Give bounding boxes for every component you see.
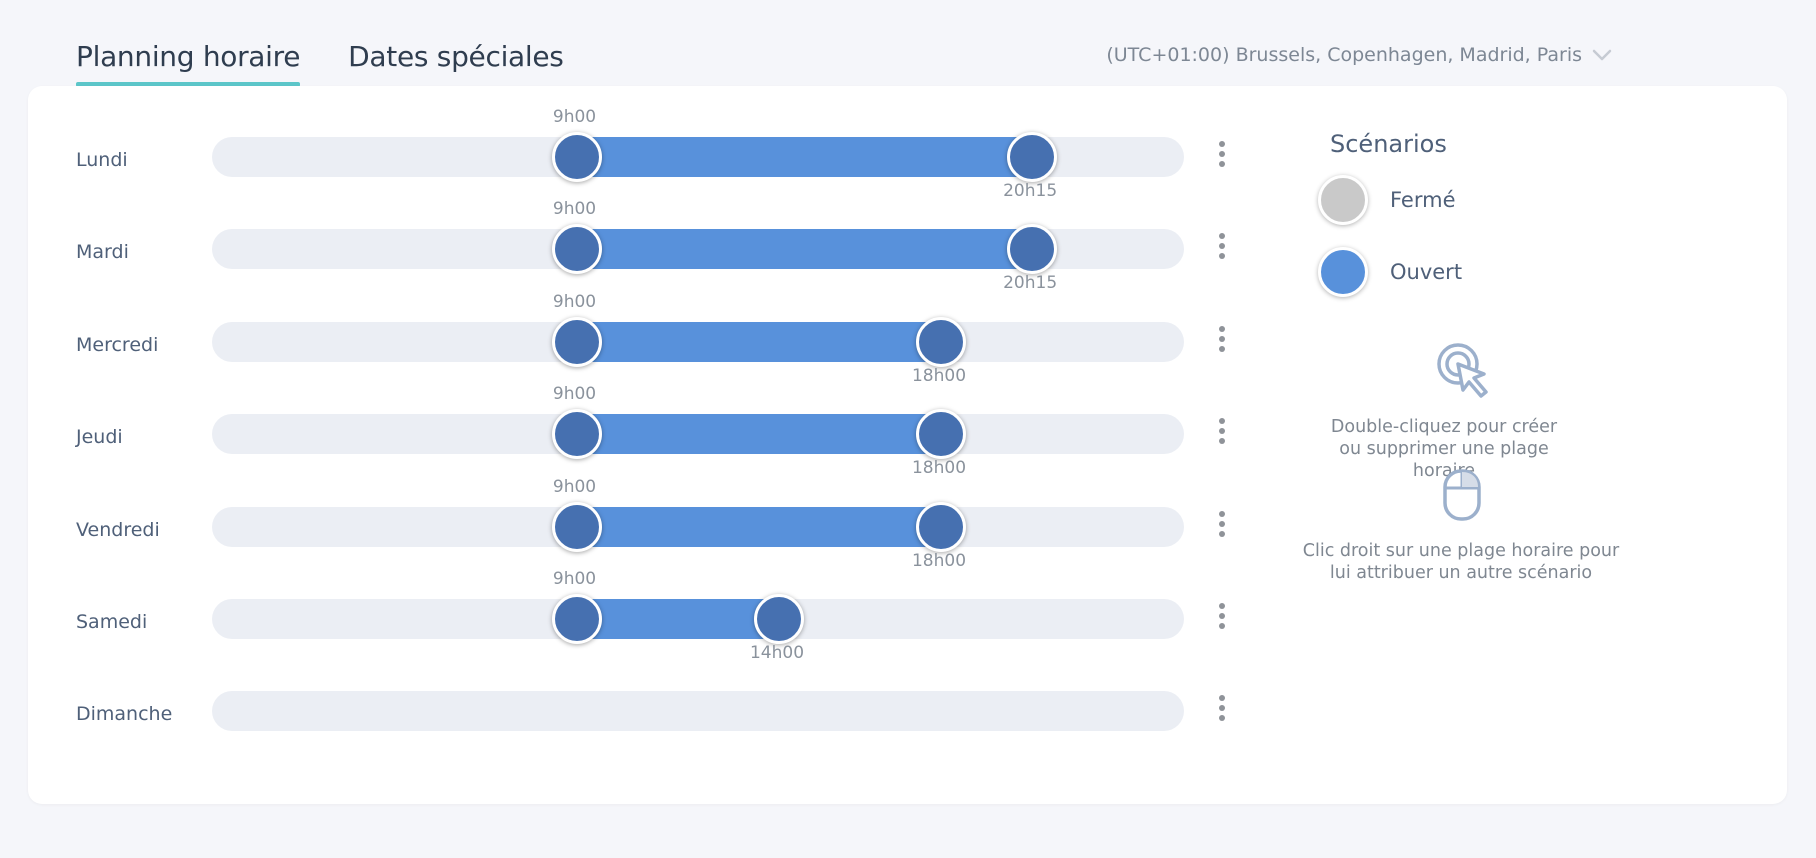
- day-row-jeudi: Jeudi 9h00 18h00: [28, 384, 1308, 486]
- time-track[interactable]: 9h00 18h00: [212, 292, 1184, 386]
- timezone-select[interactable]: (UTC+01:00) Brussels, Copenhagen, Madrid…: [1106, 44, 1612, 66]
- time-track[interactable]: 9h00 14h00: [212, 569, 1184, 663]
- scenario-ouvert[interactable]: Ouvert: [1318, 242, 1748, 302]
- more-options-icon[interactable]: [1212, 326, 1232, 358]
- day-row-samedi: Samedi 9h00 14h00: [28, 569, 1308, 671]
- time-range[interactable]: [576, 507, 941, 547]
- scenario-ferme[interactable]: Fermé: [1318, 170, 1748, 230]
- range-end-handle[interactable]: [916, 502, 966, 552]
- tab-dates-speciales[interactable]: Dates spéciales: [348, 40, 564, 73]
- day-label: Vendredi: [76, 519, 160, 541]
- more-options-icon[interactable]: [1212, 603, 1232, 635]
- range-start-handle[interactable]: [551, 132, 602, 182]
- day-row-mercredi: Mercredi 9h00 18h00: [28, 292, 1308, 394]
- time-range[interactable]: [576, 137, 1033, 177]
- range-start-handle[interactable]: [551, 317, 602, 367]
- range-end-time: 18h00: [911, 366, 967, 386]
- time-range[interactable]: [576, 229, 1033, 269]
- scenarios-title: Scénarios: [1330, 130, 1447, 158]
- range-end-handle[interactable]: [1007, 224, 1058, 274]
- day-label: Mardi: [76, 241, 129, 263]
- range-end-handle[interactable]: [916, 409, 966, 459]
- day-label: Jeudi: [76, 426, 123, 448]
- time-track[interactable]: 9h00 20h15: [212, 107, 1184, 201]
- schedule-card: Lundi 9h00 20h15 Mardi 9h00 20h15 Mercredi 9h00…: [28, 86, 1787, 804]
- range-start-time: 9h00: [552, 292, 597, 312]
- cursor-click-icon: [1437, 343, 1488, 398]
- scenario-ferme-swatch: [1318, 175, 1368, 225]
- day-row-lundi: Lundi 9h00 20h15: [28, 107, 1308, 209]
- time-track[interactable]: 9h00 18h00: [212, 384, 1184, 478]
- range-end-handle[interactable]: [754, 594, 804, 644]
- range-start-handle[interactable]: [551, 594, 602, 644]
- time-track[interactable]: [212, 691, 1184, 731]
- more-options-icon[interactable]: [1212, 418, 1232, 450]
- range-end-handle[interactable]: [916, 317, 966, 367]
- range-start-handle[interactable]: [551, 502, 602, 552]
- more-options-icon[interactable]: [1212, 141, 1232, 173]
- day-row-dimanche: Dimanche: [28, 671, 1308, 763]
- range-start-time: 9h00: [552, 107, 597, 127]
- timezone-label: (UTC+01:00) Brussels, Copenhagen, Madrid…: [1106, 44, 1582, 66]
- time-range[interactable]: [576, 414, 941, 454]
- range-start-time: 9h00: [552, 199, 597, 219]
- more-options-icon[interactable]: [1212, 233, 1232, 265]
- scenario-ouvert-swatch: [1318, 247, 1368, 297]
- range-end-handle[interactable]: [1007, 132, 1058, 182]
- range-end-time: 18h00: [911, 551, 967, 571]
- time-track[interactable]: 9h00 18h00: [212, 477, 1184, 571]
- time-track[interactable]: 9h00 20h15: [212, 199, 1184, 293]
- scenarios-panel: Scénarios Fermé Ouvert: [1318, 130, 1748, 302]
- day-label: Mercredi: [76, 334, 159, 356]
- more-options-icon[interactable]: [1212, 511, 1232, 543]
- range-end-time: 18h00: [911, 458, 967, 478]
- time-range[interactable]: [576, 599, 779, 639]
- day-label: Dimanche: [76, 703, 173, 725]
- range-end-time: 14h00: [749, 643, 805, 663]
- range-end-time: 20h15: [1003, 181, 1058, 201]
- tab-planning-horaire[interactable]: Planning horaire: [76, 36, 300, 90]
- time-range[interactable]: [576, 322, 941, 362]
- day-row-vendredi: Vendredi 9h00 18h00: [28, 477, 1308, 579]
- more-options-icon[interactable]: [1212, 695, 1232, 727]
- scenario-ferme-label: Fermé: [1390, 188, 1456, 212]
- day-row-mardi: Mardi 9h00 20h15: [28, 199, 1308, 301]
- mouse-icon: [1443, 469, 1481, 521]
- tab-bar: Planning horaire Dates spéciales: [76, 36, 564, 90]
- range-start-time: 9h00: [552, 384, 597, 404]
- range-start-handle[interactable]: [551, 409, 602, 459]
- day-label: Lundi: [76, 149, 128, 171]
- range-start-handle[interactable]: [551, 224, 602, 274]
- range-end-time: 20h15: [1003, 273, 1058, 293]
- range-start-time: 9h00: [552, 477, 597, 497]
- chevron-down-icon: [1592, 49, 1612, 61]
- right-click-hint: Clic droit sur une plage horaire pour lu…: [1302, 541, 1620, 583]
- scenario-ouvert-label: Ouvert: [1390, 260, 1463, 284]
- day-label: Samedi: [76, 611, 148, 633]
- range-start-time: 9h00: [552, 569, 597, 589]
